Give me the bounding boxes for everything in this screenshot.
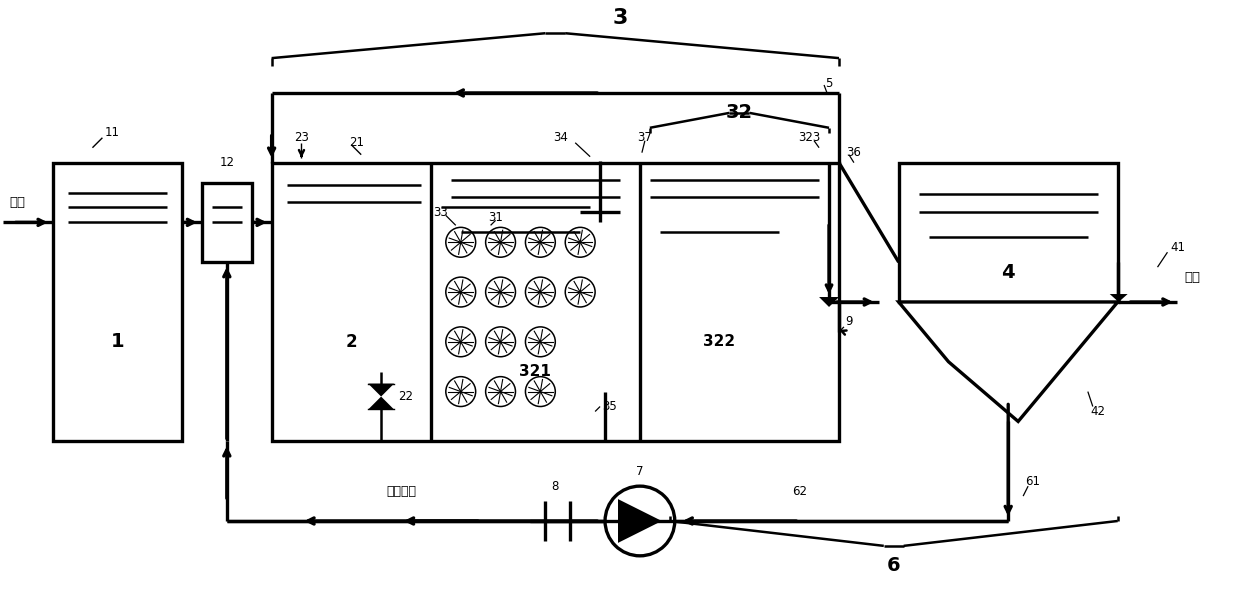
Text: 41: 41 <box>1169 241 1185 254</box>
Text: 21: 21 <box>348 136 363 149</box>
Text: 7: 7 <box>636 465 644 478</box>
Text: 进水: 进水 <box>10 196 26 209</box>
Bar <box>202 182 252 262</box>
Text: 34: 34 <box>553 131 568 144</box>
Text: 3: 3 <box>613 8 627 28</box>
Polygon shape <box>618 499 662 543</box>
Text: 1: 1 <box>110 332 124 352</box>
Text: 322: 322 <box>703 334 735 349</box>
Text: 12: 12 <box>219 156 234 169</box>
Text: 35: 35 <box>603 400 618 413</box>
Text: 62: 62 <box>791 485 807 498</box>
Text: 37: 37 <box>637 131 652 144</box>
Text: 8: 8 <box>552 480 559 492</box>
Text: 23: 23 <box>294 131 309 144</box>
Polygon shape <box>368 397 394 409</box>
Polygon shape <box>1110 294 1127 302</box>
Text: 42: 42 <box>1090 405 1105 418</box>
Text: 321: 321 <box>520 364 552 379</box>
Text: 36: 36 <box>847 146 862 159</box>
Text: 5: 5 <box>826 76 833 90</box>
Text: 61: 61 <box>1025 474 1040 488</box>
Text: 9: 9 <box>846 315 853 329</box>
Text: 32: 32 <box>725 104 753 122</box>
Text: 4: 4 <box>1002 262 1016 282</box>
Text: 6: 6 <box>887 556 900 576</box>
Text: 22: 22 <box>398 390 413 403</box>
Text: 31: 31 <box>489 211 503 224</box>
Text: 11: 11 <box>105 126 120 139</box>
Text: 出水: 出水 <box>1184 271 1200 284</box>
Text: 33: 33 <box>434 206 448 219</box>
Bar <box>52 163 182 441</box>
Polygon shape <box>899 302 1117 421</box>
Polygon shape <box>368 383 394 397</box>
Polygon shape <box>820 297 839 307</box>
Bar <box>272 163 839 441</box>
Text: 污泥回流: 污泥回流 <box>386 485 415 498</box>
Text: 323: 323 <box>799 131 820 144</box>
Bar <box>899 163 1117 302</box>
Text: 2: 2 <box>346 333 357 351</box>
